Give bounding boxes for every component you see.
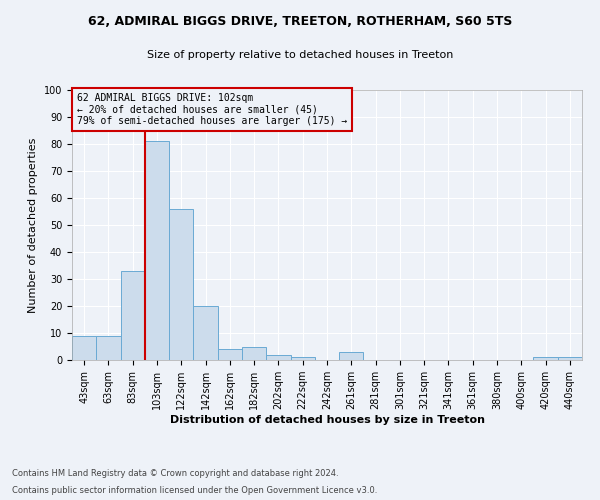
Bar [72,336,96,360]
X-axis label: Distribution of detached houses by size in Treeton: Distribution of detached houses by size … [170,415,485,425]
Bar [339,352,364,360]
Y-axis label: Number of detached properties: Number of detached properties [28,138,38,312]
Bar [96,336,121,360]
Bar [218,349,242,360]
Text: 62, ADMIRAL BIGGS DRIVE, TREETON, ROTHERHAM, S60 5TS: 62, ADMIRAL BIGGS DRIVE, TREETON, ROTHER… [88,15,512,28]
Bar [145,142,169,360]
Bar [290,358,315,360]
Text: 62 ADMIRAL BIGGS DRIVE: 102sqm
← 20% of detached houses are smaller (45)
79% of : 62 ADMIRAL BIGGS DRIVE: 102sqm ← 20% of … [77,92,347,126]
Bar [533,358,558,360]
Text: Size of property relative to detached houses in Treeton: Size of property relative to detached ho… [147,50,453,60]
Text: Contains public sector information licensed under the Open Government Licence v3: Contains public sector information licen… [12,486,377,495]
Bar [558,358,582,360]
Bar [121,271,145,360]
Bar [266,354,290,360]
Bar [242,346,266,360]
Text: Contains HM Land Registry data © Crown copyright and database right 2024.: Contains HM Land Registry data © Crown c… [12,468,338,477]
Bar [169,209,193,360]
Bar [193,306,218,360]
